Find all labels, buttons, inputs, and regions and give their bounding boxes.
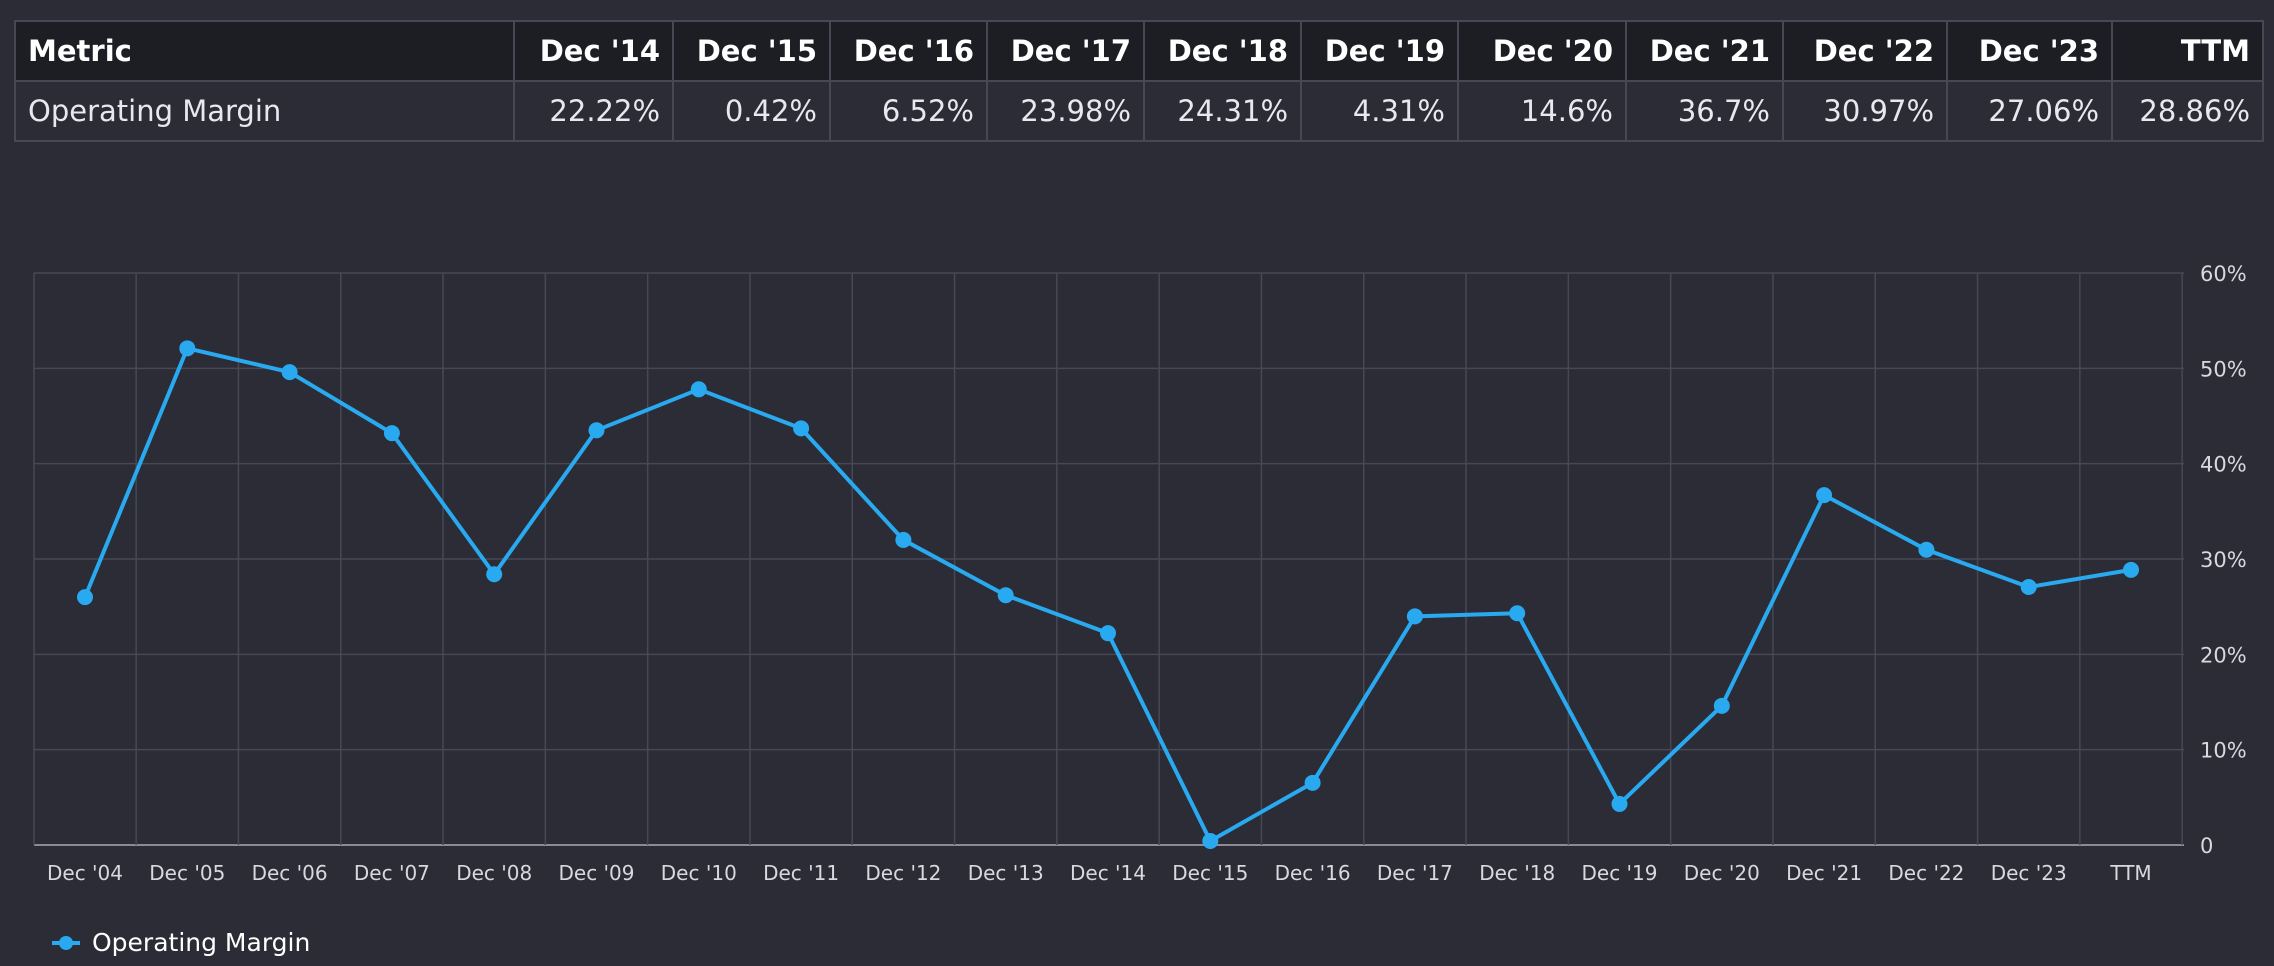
table-header-period: Dec '19 xyxy=(1300,20,1459,82)
x-tick-label: Dec '21 xyxy=(1786,861,1862,885)
table-cell-value: 28.86% xyxy=(2111,80,2264,142)
data-point xyxy=(383,425,400,442)
x-tick-label: Dec '16 xyxy=(1275,861,1351,885)
table-cell-value: 0.42% xyxy=(672,80,831,142)
legend-label: Operating Margin xyxy=(92,928,311,957)
metric-table: Metric Dec '14 Dec '15 Dec '16 Dec '17 Dec '1… xyxy=(14,20,2264,142)
y-tick-label: 50% xyxy=(2200,357,2247,381)
table-cell-value: 24.31% xyxy=(1143,80,1302,142)
table-cell-metric-name: Operating Margin xyxy=(14,80,515,142)
table-header-period: Dec '18 xyxy=(1143,20,1302,82)
x-tick-label: Dec '05 xyxy=(149,861,225,885)
x-tick-label: TTM xyxy=(2109,861,2151,885)
table-header-period: Dec '23 xyxy=(1946,20,2113,82)
x-tick-label: Dec '22 xyxy=(1888,861,1964,885)
x-tick-label: Dec '06 xyxy=(252,861,328,885)
table-header-period: TTM xyxy=(2111,20,2264,82)
data-point xyxy=(486,566,503,583)
series-line xyxy=(83,346,2132,843)
x-tick-label: Dec '12 xyxy=(865,861,941,885)
x-tick-label: Dec '07 xyxy=(354,861,430,885)
x-tick-label: Dec '14 xyxy=(1070,861,1146,885)
y-tick-label: 0 xyxy=(2200,834,2213,858)
x-tick-label: Dec '13 xyxy=(968,861,1044,885)
x-tick-label: Dec '19 xyxy=(1581,861,1657,885)
data-point xyxy=(997,587,1014,604)
data-point xyxy=(1816,487,1833,504)
table-header-period: Dec '20 xyxy=(1457,20,1627,82)
data-point xyxy=(1509,605,1526,622)
table-header-period: Dec '14 xyxy=(513,20,674,82)
chart-axes: 0 10% 20% 30% 40% 50% 60% Dec '04 Dec '05 Dec '06… xyxy=(47,262,2247,885)
table-header-period: Dec '22 xyxy=(1782,20,1948,82)
x-tick-label: Dec '20 xyxy=(1684,861,1760,885)
table-header-metric: Metric xyxy=(14,20,515,82)
data-point xyxy=(1713,697,1730,714)
table-header-period: Dec '17 xyxy=(986,20,1145,82)
data-point xyxy=(690,381,707,398)
table-header-period: Dec '16 xyxy=(829,20,988,82)
x-tick-label: Dec '08 xyxy=(456,861,532,885)
y-tick-label: 30% xyxy=(2200,548,2247,572)
table-cell-value: 23.98% xyxy=(986,80,1145,142)
x-tick-label: Dec '15 xyxy=(1172,861,1248,885)
x-tick-label: Dec '17 xyxy=(1377,861,1453,885)
table-cell-value: 22.22% xyxy=(513,80,674,142)
data-point xyxy=(1304,774,1321,791)
table-header-period: Dec '21 xyxy=(1625,20,1784,82)
y-tick-label: 20% xyxy=(2200,643,2247,667)
data-point xyxy=(588,422,605,439)
y-tick-label: 60% xyxy=(2200,262,2247,286)
data-point xyxy=(895,531,912,548)
table-header-row: Metric Dec '14 Dec '15 Dec '16 Dec '17 Dec '1… xyxy=(14,20,2264,82)
operating-margin-chart: 0 10% 20% 30% 40% 50% 60% Dec '04 Dec '05 Dec '06… xyxy=(33,262,2247,885)
data-point xyxy=(179,340,196,357)
data-point xyxy=(1918,541,1935,558)
legend-line-marker-icon xyxy=(52,935,80,950)
table-cell-value: 27.06% xyxy=(1946,80,2113,142)
chart-legend[interactable]: Operating Margin xyxy=(50,928,310,957)
x-tick-label: Dec '18 xyxy=(1479,861,1555,885)
table-cell-value: 36.7% xyxy=(1625,80,1784,142)
data-point xyxy=(793,420,810,437)
y-tick-label: 40% xyxy=(2200,453,2247,477)
table-cell-value: 14.6% xyxy=(1457,80,1627,142)
x-tick-label: Dec '10 xyxy=(661,861,737,885)
data-point xyxy=(1611,795,1628,812)
data-point xyxy=(281,364,298,381)
table-header-period: Dec '15 xyxy=(672,20,831,82)
table-cell-value: 6.52% xyxy=(829,80,988,142)
data-point xyxy=(1406,608,1423,625)
x-tick-label: Dec '04 xyxy=(47,861,123,885)
chart-grid xyxy=(33,272,2184,846)
table-cell-value: 30.97% xyxy=(1782,80,1948,142)
table-row: Operating Margin 22.22% 0.42% 6.52% 23.98% 24… xyxy=(14,80,2264,142)
table-cell-value: 4.31% xyxy=(1300,80,1459,142)
x-tick-label: Dec '23 xyxy=(1991,861,2067,885)
data-point xyxy=(2020,579,2037,596)
data-point xyxy=(2123,561,2139,578)
data-point xyxy=(1202,832,1219,849)
data-point xyxy=(1100,625,1116,642)
data-point xyxy=(77,589,93,606)
y-tick-label: 10% xyxy=(2200,739,2247,763)
x-tick-label: Dec '09 xyxy=(558,861,634,885)
chart-series xyxy=(77,340,2139,849)
x-tick-label: Dec '11 xyxy=(763,861,839,885)
